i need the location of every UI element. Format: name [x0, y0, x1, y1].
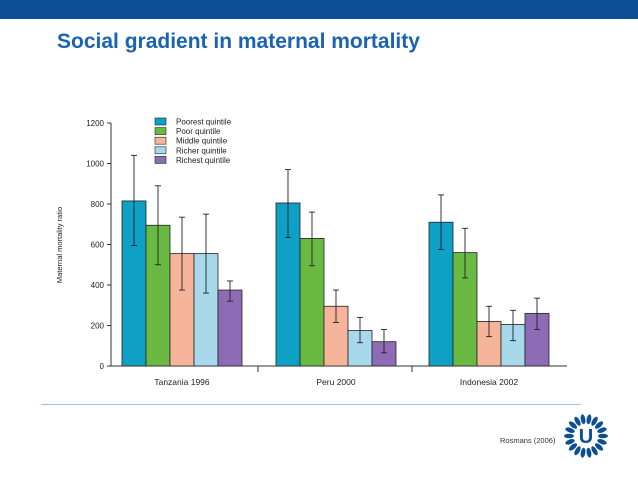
legend-label: Poorest quintile [176, 118, 232, 127]
y-axis-label: Maternal mortality ratio [55, 207, 64, 283]
y-tick-label: 400 [91, 281, 105, 290]
y-tick-label: 1200 [86, 119, 104, 128]
legend-swatch [154, 146, 167, 155]
logo-ray [598, 433, 608, 439]
logo-ray [594, 421, 604, 429]
logo-ray [586, 447, 592, 458]
legend-swatch [154, 117, 167, 126]
university-logo-icon: U [564, 414, 608, 458]
y-tick-label: 0 [100, 362, 105, 371]
legend-label: Middle quintile [176, 137, 228, 146]
logo-ray [586, 414, 592, 425]
logo-ray [568, 443, 578, 451]
logo-ray [580, 447, 586, 458]
logo-ray [574, 416, 581, 426]
x-tick-label: Indonesia 2002 [460, 377, 518, 387]
logo-ray [597, 439, 607, 445]
y-tick-label: 800 [91, 200, 105, 209]
legend-label: Richest quintile [176, 156, 231, 165]
logo-ray [574, 446, 581, 456]
logo-ray [591, 416, 598, 426]
legend-swatch [154, 136, 167, 145]
logo-ray [580, 414, 586, 425]
logo-ray [568, 421, 578, 429]
slide-title: Social gradient in maternal mortality [57, 30, 420, 53]
y-tick-label: 1000 [86, 160, 104, 169]
logo-ray [564, 433, 574, 439]
y-tick-label: 600 [91, 241, 105, 250]
y-tick-label: 200 [91, 322, 105, 331]
legend-label: Richer quintile [176, 146, 227, 155]
logo-ray [594, 443, 604, 451]
x-tick-label: Peru 2000 [316, 377, 355, 387]
x-tick-label: Tanzania 1996 [154, 377, 210, 387]
logo-letter: U [579, 426, 593, 448]
legend-label: Poor quintile [176, 127, 221, 136]
legend-swatch [154, 127, 167, 135]
logo-ray [565, 427, 575, 433]
legend-swatch [154, 156, 167, 164]
logo-ray [591, 446, 598, 456]
divider-line [41, 404, 581, 405]
bar [217, 289, 243, 367]
logo-ray [597, 427, 607, 433]
top-banner [0, 0, 638, 19]
logo-ray [565, 439, 575, 445]
source-citation: Rosmans (2006) [500, 436, 556, 445]
